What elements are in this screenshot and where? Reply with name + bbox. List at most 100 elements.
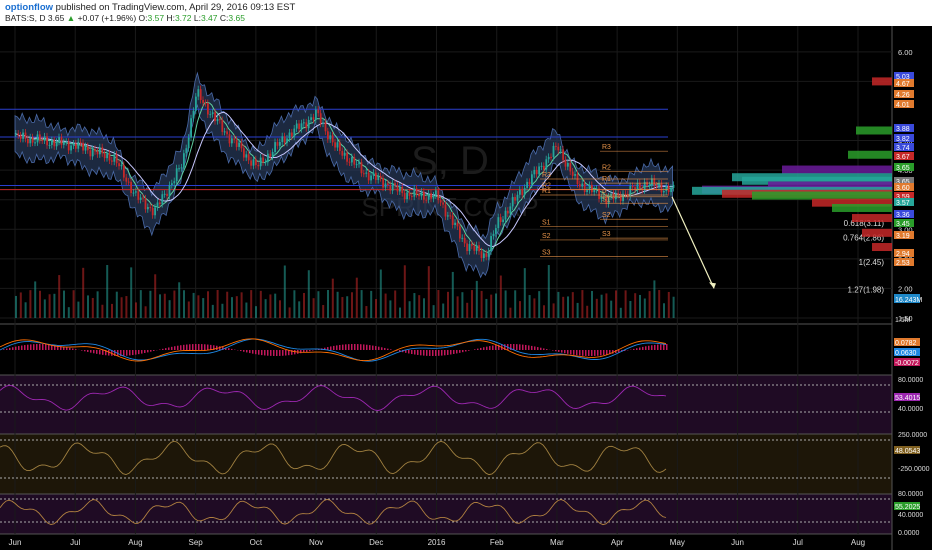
candle-body [663,191,665,193]
candle-body [36,134,39,143]
volume-bar [533,298,536,318]
macd-histogram-bar [453,350,455,354]
macd-histogram-bar [606,350,608,355]
macd-histogram-bar [591,350,593,356]
cci-tag-value: 48.0543 [895,448,920,455]
pivot-label: R1 [602,176,611,183]
candle-body [403,193,406,200]
price-tag [894,100,914,108]
macd-histogram-bar [303,350,305,353]
candle-body [300,123,303,130]
candle-body [598,188,600,199]
pivot-label: R3 [542,172,551,179]
candle-body [495,228,497,234]
volume-bar [567,296,569,318]
candle-body [427,193,430,200]
macd-histogram-bar [423,350,425,356]
candle-body [564,159,567,167]
macd-histogram-bar [636,348,638,350]
volume-bar [461,292,464,318]
macd-histogram-bar [666,344,668,350]
macd-histogram-bar [645,346,647,350]
volume-bar [77,301,80,318]
candle-body [195,96,197,111]
macd-histogram-bar [378,346,380,350]
author-link[interactable]: optionflow [5,2,54,13]
macd-histogram-bar [3,349,5,350]
change-arrow-icon: ▲ [66,13,76,23]
candle-body [106,153,108,159]
macd-histogram-bar [108,350,110,356]
candle-body [55,141,58,147]
macd-histogram-bar [15,346,17,350]
candle-body [243,148,245,158]
candle-body [363,173,365,175]
candle-body [221,120,224,132]
x-tick-label: Apr [611,538,624,547]
cci-tag [894,446,920,454]
candle-body [147,206,149,210]
candle-body [468,244,471,252]
candle-body [271,152,274,157]
macd-histogram-bar [525,344,527,350]
volume-profile-bar [872,243,892,252]
price-tag-value: 3.57 [896,200,910,207]
candle-body [123,164,125,178]
candle-body [324,122,327,132]
price-tag-value: 3.65 [896,179,910,186]
macd-histogram-bar [348,344,350,350]
volume-bar [307,270,310,318]
macd-histogram-bar [489,346,491,350]
candle-body [411,195,413,197]
volume-bar [135,302,137,318]
open-value: 3.57 [147,13,165,23]
macd-histogram-bar [252,350,254,354]
volume-profile-bar [862,228,892,237]
candle-body [327,131,329,140]
rsi-axis-label: 40.0000 [898,406,923,413]
candle-body [94,149,96,152]
candle-body [63,142,65,145]
volume-bar [562,296,565,318]
last-price: 3.65 [47,13,65,23]
candle-body [547,156,550,160]
volume-bar [658,290,661,318]
candle-body [658,183,660,187]
volume-bar [447,291,449,318]
volume-bar [264,299,267,318]
macd-histogram-bar [300,350,302,354]
macd-histogram-bar [369,345,371,350]
candle-body [631,185,634,188]
volume-bar [418,295,421,318]
macd-histogram-bar [600,350,602,356]
volume-bar [187,301,190,318]
candle-body [413,188,416,197]
candle-body [619,194,622,202]
candle-body [120,164,123,167]
candle-body [571,171,574,176]
macd-line [0,338,667,362]
candle-body [430,193,432,199]
volume-bar [442,303,445,318]
chart-area[interactable]: S, D SPRINT CORP R3R2R3R1R2R1PS1S2S1S2S3… [0,26,932,550]
macd-histogram-bar [42,344,44,350]
macd-histogram-bar [387,348,389,350]
pivot-label: S2 [602,212,611,219]
volume-bar [629,300,632,318]
volume-bar [106,265,109,318]
candle-body [247,154,250,161]
candle-body [39,134,41,141]
macd-histogram-bar [531,345,533,350]
volume-profile-bar [768,181,892,190]
volume-bar [293,290,296,318]
candle-body [569,162,572,172]
volume-bar [634,293,637,318]
candle-body [67,141,70,151]
volume-profile-bar [782,165,892,174]
volume-bar [346,296,349,318]
volume-bar [571,292,574,318]
volume-bar [34,281,37,318]
open-label: O: [138,13,148,23]
macd-histogram-bar [45,344,47,350]
macd-histogram-bar [288,350,290,356]
